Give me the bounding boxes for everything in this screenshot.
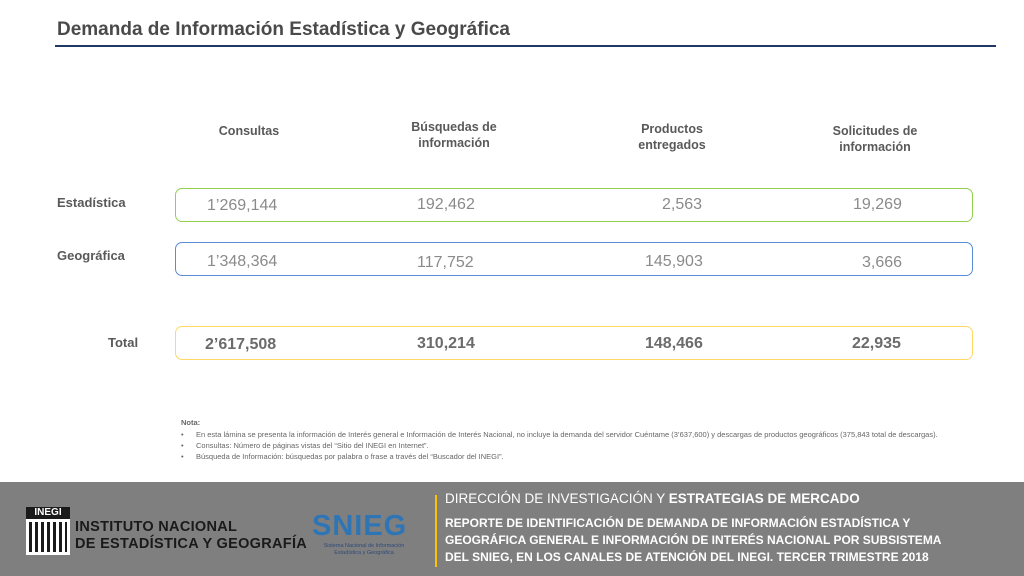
column-header-line: Consultas: [218, 124, 280, 138]
footer-report-line: DEL SNIEG, EN LOS CANALES DE ATENCIÓN DE…: [445, 550, 929, 564]
snieg-logo: SNIEG Sistema Nacional de Información Es…: [312, 510, 416, 560]
value-estadistica-busquedas: 192,462: [417, 196, 475, 213]
inegi-logo-text: INEGI: [26, 507, 70, 519]
footer-report-line: REPORTE DE IDENTIFICACIÓN DE DEMANDA DE …: [445, 516, 911, 530]
column-header-line: entregados: [638, 138, 706, 152]
note-item: En esta lámina se presenta la informació…: [181, 430, 951, 440]
snieg-wordmark: SNIEG: [312, 510, 408, 542]
inegi-name: INSTITUTO NACIONAL DE ESTADÍSTICA Y GEOG…: [75, 519, 307, 553]
value-estadistica-solicitudes: 19,269: [853, 196, 902, 213]
value-total-solicitudes: 22,935: [852, 335, 901, 352]
column-header-line: información: [418, 136, 490, 150]
column-header-consultas: Consultas: [199, 123, 299, 139]
column-header-solicitudes: Solicitudes de información: [815, 123, 935, 155]
value-geografica-consultas: 1’348,364: [207, 253, 278, 270]
notes-list: En esta lámina se presenta la informació…: [181, 430, 951, 462]
row-label-geografica: Geográfica: [57, 248, 125, 263]
page-title: Demanda de Información Estadística y Geo…: [57, 19, 510, 40]
column-header-line: Solicitudes de: [832, 124, 918, 138]
row-total: [175, 326, 973, 360]
value-total-consultas: 2’617,508: [205, 336, 277, 353]
inegi-logo: INEGI: [26, 507, 70, 555]
footer-heading-normal: DIRECCIÓN DE INVESTIGACIÓN Y: [445, 491, 669, 506]
value-geografica-solicitudes: 3,666: [862, 254, 903, 271]
column-header-productos: Productos entregados: [612, 121, 732, 153]
column-header-busquedas: Búsquedas de información: [394, 119, 514, 151]
title-rule: [55, 45, 996, 47]
row-label-estadistica: Estadística: [57, 195, 126, 210]
value-total-busquedas: 310,214: [417, 335, 475, 352]
footer-report-title: REPORTE DE IDENTIFICACIÓN DE DEMANDA DE …: [445, 515, 1020, 566]
column-header-line: Búsquedas de: [411, 120, 497, 134]
notes-header: Nota:: [181, 418, 201, 427]
note-item: Búsqueda de Información: búsquedas por p…: [181, 452, 951, 462]
value-estadistica-productos: 2,563: [662, 196, 703, 213]
footer-band: [0, 482, 1024, 576]
row-label-total: Total: [108, 335, 139, 350]
footer-divider: [435, 495, 437, 567]
row-estadistica: [175, 188, 973, 222]
value-total-productos: 148,466: [645, 335, 703, 352]
inegi-name-line2: DE ESTADÍSTICA Y GEOGRAFÍA: [75, 536, 308, 552]
footer-report-line: GEOGRÁFICA GENERAL E INFORMACIÓN DE INTE…: [445, 533, 942, 547]
column-header-line: información: [839, 140, 911, 154]
inegi-logo-grid: [29, 522, 67, 552]
note-item: Consultas: Número de páginas vistas del …: [181, 441, 951, 451]
footer-heading: DIRECCIÓN DE INVESTIGACIÓN Y ESTRATEGIAS…: [445, 491, 860, 506]
value-geografica-busquedas: 117,752: [417, 254, 474, 271]
column-header-line: Productos: [641, 122, 703, 136]
row-geografica: [175, 242, 973, 276]
value-geografica-productos: 145,903: [645, 253, 703, 270]
inegi-name-line1: INSTITUTO NACIONAL: [75, 519, 238, 535]
notes: Nota: En esta lámina se presenta la info…: [181, 418, 951, 463]
footer-heading-bold: ESTRATEGIAS DE MERCADO: [668, 491, 860, 506]
snieg-subtitle: Sistema Nacional de Información Estadíst…: [323, 543, 405, 556]
value-estadistica-consultas: 1’269,144: [207, 197, 278, 214]
